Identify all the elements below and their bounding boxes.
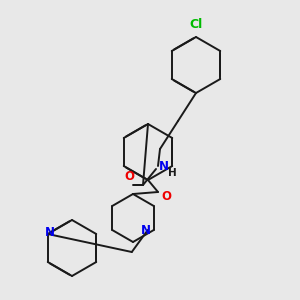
Text: O: O <box>124 170 134 184</box>
Text: Cl: Cl <box>189 19 203 32</box>
Text: N: N <box>141 224 151 236</box>
Text: N: N <box>45 226 55 238</box>
Text: N: N <box>159 160 169 173</box>
Text: O: O <box>161 190 171 202</box>
Text: H: H <box>168 168 176 178</box>
